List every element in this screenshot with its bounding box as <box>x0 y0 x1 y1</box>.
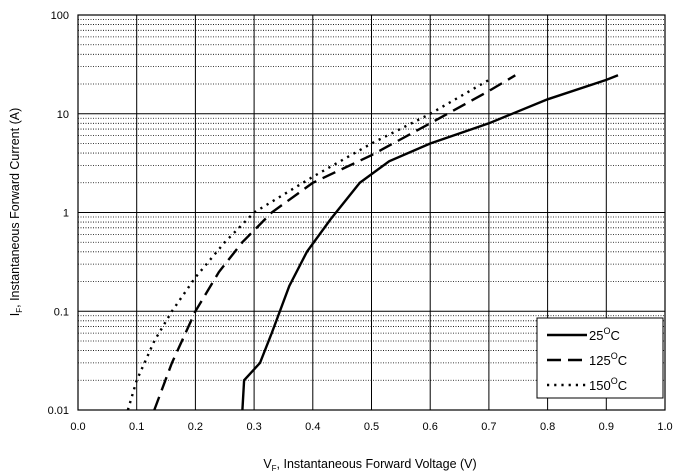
series-layer <box>126 74 619 411</box>
legend-unit: C <box>610 328 619 343</box>
plot-border <box>77 14 666 411</box>
legend-temperature-value: 25 <box>589 328 603 343</box>
legend-degree-mark: O <box>611 351 618 361</box>
y-tick-label: 0.1 <box>54 306 69 318</box>
legend-label-125C: 125OC <box>589 351 627 368</box>
y-axis-label-main: I <box>8 313 22 316</box>
legend-unit: C <box>618 378 627 393</box>
x-tick-label: 0.8 <box>540 421 555 433</box>
x-tick-label: 1.0 <box>657 421 672 433</box>
plot-frame <box>77 14 666 411</box>
x-axis-label-rest: , Instantaneous Forward Voltage (V) <box>277 457 477 471</box>
x-tick-label: 0.4 <box>305 421 320 433</box>
legend-temperature-value: 125 <box>589 353 611 368</box>
x-axis-label-sub: F <box>272 464 277 473</box>
series-line-125C <box>153 74 516 411</box>
x-tick-label: 0.7 <box>481 421 496 433</box>
y-tick-label: 10 <box>57 109 69 121</box>
x-tick-label: 0.2 <box>188 421 203 433</box>
x-tick-label: 0.6 <box>423 421 438 433</box>
legend-unit: C <box>618 353 627 368</box>
y-tick-label: 1 <box>63 208 69 220</box>
y-tick-label: 100 <box>51 10 69 22</box>
x-tick-label: 0.9 <box>599 421 614 433</box>
legend-temperature-value: 150 <box>589 378 611 393</box>
x-axis-tick-labels: 0.0 0.1 0.2 0.3 0.4 0.5 0.6 0.7 0.8 0.9 1.0 <box>70 421 672 433</box>
legend-label-150C: 150OC <box>589 376 627 393</box>
series-line-150C <box>126 78 490 411</box>
y-axis-tick-labels: 0.01 0.1 1 10 100 <box>48 10 69 417</box>
y-axis-label-sub: F <box>15 308 24 313</box>
x-tick-label: 0.3 <box>246 421 261 433</box>
legend-degree-mark: O <box>611 376 618 386</box>
legend-label-25C: 25OC <box>589 326 620 343</box>
x-axis-label-main: V <box>263 457 272 471</box>
legend-box <box>536 317 664 399</box>
series-line-25C <box>241 74 619 411</box>
x-tick-label: 0.5 <box>364 421 379 433</box>
y-axis-label-rest: , Instantaneous Forward Current (A) <box>8 108 22 308</box>
x-axis-label: VF, Instantaneous Forward Voltage (V) <box>263 457 476 473</box>
x-tick-label: 0.0 <box>70 421 85 433</box>
y-axis-label: IF, Instantaneous Forward Current (A) <box>8 108 24 316</box>
legend-degree-mark: O <box>603 326 610 336</box>
x-tick-label: 0.1 <box>129 421 144 433</box>
y-tick-label: 0.01 <box>48 405 69 417</box>
